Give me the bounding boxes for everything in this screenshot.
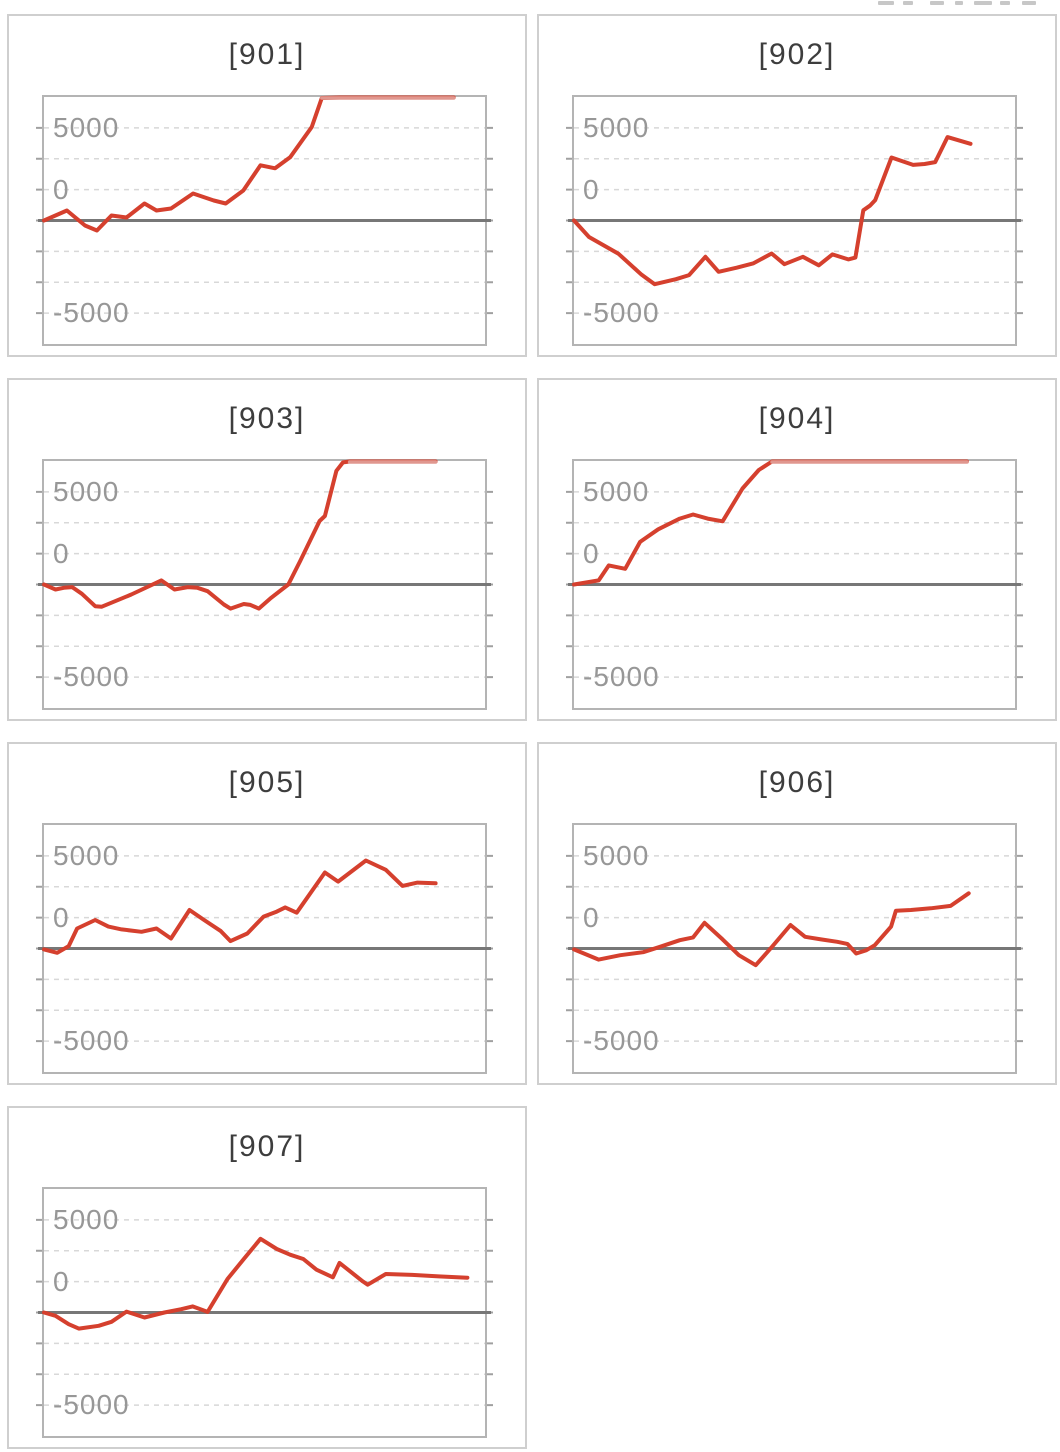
- plot-area: 5000 0 -5000: [36, 1187, 493, 1438]
- plot-area: 5000 0 -5000: [36, 459, 493, 710]
- slump-graph-svg: [566, 126, 1023, 315]
- gridlines: [574, 127, 1015, 314]
- clipped-text-fragment: [1000, 1, 1010, 5]
- chart-card: [902] 5000 0 -5000: [537, 14, 1057, 357]
- series-line: [42, 858, 438, 955]
- clipped-text-fragment: [903, 1, 913, 5]
- gridlines: [44, 1219, 485, 1406]
- chart-card: [901] 5000 0 -5000: [7, 14, 527, 357]
- plot-area: 5000 0 -5000: [36, 95, 493, 346]
- plot-area: 5000 0 -5000: [566, 823, 1023, 1074]
- chart-card: [905] 5000 0 -5000: [7, 742, 527, 1085]
- series-line: [42, 1236, 470, 1331]
- plot-area: 5000 0 -5000: [566, 459, 1023, 710]
- chart-title: [907]: [228, 1130, 306, 1163]
- chart-title: [902]: [758, 38, 836, 71]
- chart-title: [906]: [758, 766, 836, 799]
- chart-title: [905]: [228, 766, 306, 799]
- clipped-text-fragment: [974, 1, 992, 5]
- gridlines: [574, 855, 1015, 1042]
- slump-graph-svg: [566, 459, 1023, 679]
- chart-card: [906] 5000 0 -5000: [537, 742, 1057, 1085]
- gridlines: [574, 491, 1015, 678]
- plot-area: 5000 0 -5000: [566, 95, 1023, 346]
- clipped-text-fragment: [930, 1, 944, 5]
- chart-card: [904] 5000 0 -5000: [537, 378, 1057, 721]
- chart-title: [903]: [228, 402, 306, 435]
- slump-graph-svg: [36, 95, 493, 315]
- plot-area: 5000 0 -5000: [36, 823, 493, 1074]
- chart-title: [901]: [228, 38, 306, 71]
- slump-graph-svg: [36, 1218, 493, 1407]
- charts-grid: [901] 5000 0 -5000 [902] 5000 0 -5000 [903] 5000 0…: [7, 14, 1057, 1449]
- slump-graph-svg: [36, 459, 493, 679]
- series-line: [42, 459, 438, 611]
- series-line: [572, 891, 971, 968]
- axis-tick-marks: [36, 854, 493, 1043]
- clipped-text-fragment: [955, 1, 963, 5]
- series-line: [42, 95, 456, 233]
- gridlines: [44, 491, 485, 678]
- clipped-text-fragment: [878, 1, 894, 5]
- slump-graph-svg: [36, 854, 493, 1043]
- chart-title: [904]: [758, 402, 836, 435]
- chart-card: [903] 5000 0 -5000: [7, 378, 527, 721]
- chart-card: [907] 5000 0 -5000: [7, 1106, 527, 1449]
- series-line: [572, 459, 969, 587]
- series-line: [572, 135, 973, 287]
- clipped-text-fragment: [1022, 1, 1036, 5]
- gridlines: [44, 127, 485, 314]
- top-clipped-text: [7, 0, 1057, 8]
- slump-graph-svg: [566, 854, 1023, 1043]
